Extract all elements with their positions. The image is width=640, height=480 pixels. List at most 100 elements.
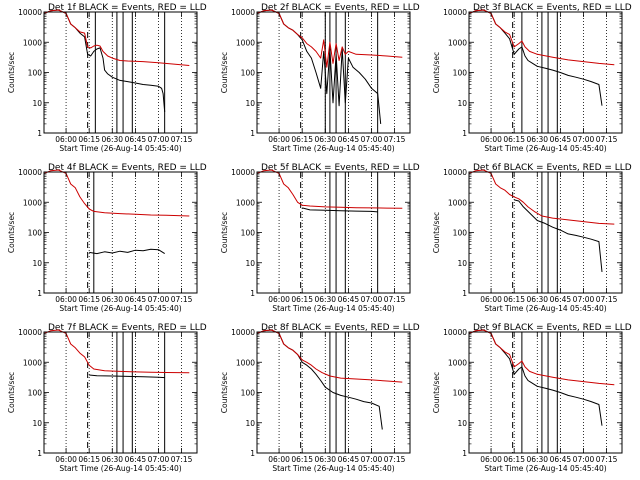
x-tick-label: 06:30 bbox=[101, 135, 123, 144]
x-tick-label: 06:00 bbox=[268, 295, 290, 304]
plot-frame bbox=[256, 171, 411, 294]
y-tick-label: 10000 bbox=[18, 168, 42, 177]
series-line-events bbox=[469, 329, 603, 426]
x-tick-label: 06:45 bbox=[125, 455, 147, 464]
plot-frame bbox=[468, 11, 623, 134]
y-tick-label: 10 bbox=[457, 99, 467, 108]
y-tick-label: 10000 bbox=[443, 168, 467, 177]
x-tick-label: 07:15 bbox=[171, 135, 193, 144]
panel-title: Det 6f BLACK = Events, RED = LLD bbox=[473, 163, 632, 173]
chart-panel-3: Det 3f BLACK = Events, RED = LLD 1 10 100 10… bbox=[432, 3, 632, 153]
y-axis-label: Counts/sec bbox=[7, 212, 16, 253]
y-tick-label: 1 bbox=[462, 289, 467, 298]
y-tick-label: 1 bbox=[462, 449, 467, 458]
series-line-events bbox=[302, 207, 378, 213]
x-tick-label: 06:15 bbox=[291, 455, 313, 464]
y-tick-label: 10 bbox=[457, 419, 467, 428]
x-tick-label: 07:00 bbox=[361, 455, 383, 464]
x-tick-label: 06:45 bbox=[338, 295, 360, 304]
x-tick-label: 06:00 bbox=[480, 135, 502, 144]
x-tick-label: 06:30 bbox=[526, 135, 548, 144]
x-tick-label: 06:00 bbox=[55, 135, 77, 144]
plot-frame bbox=[43, 11, 198, 134]
y-axis-label: Counts/sec bbox=[432, 212, 441, 253]
x-axis-label: Start Time (26-Aug-14 05:45:40) bbox=[59, 144, 181, 153]
y-tick-label: 100 bbox=[241, 69, 256, 78]
x-tick-label: 06:30 bbox=[101, 455, 123, 464]
y-tick-label: 10 bbox=[32, 99, 42, 108]
panel-title: Det 2f BLACK = Events, RED = LLD bbox=[261, 3, 420, 13]
x-tick-label: 06:45 bbox=[550, 455, 572, 464]
series-line-events bbox=[89, 248, 165, 255]
x-tick-label: 06:00 bbox=[268, 455, 290, 464]
x-tick-label: 07:00 bbox=[573, 135, 595, 144]
x-tick-label: 06:15 bbox=[503, 135, 525, 144]
x-tick-label: 06:30 bbox=[314, 295, 336, 304]
panel-title: Det 7f BLACK = Events, RED = LLD bbox=[48, 323, 207, 333]
x-tick-label: 06:00 bbox=[480, 455, 502, 464]
x-tick-label: 06:30 bbox=[101, 295, 123, 304]
panel-title: Det 3f BLACK = Events, RED = LLD bbox=[473, 3, 632, 13]
x-tick-label: 06:15 bbox=[503, 455, 525, 464]
chart-panel-5: Det 5f BLACK = Events, RED = LLD 1 10 100 10… bbox=[220, 163, 420, 313]
x-tick-label: 07:00 bbox=[148, 135, 170, 144]
y-tick-label: 100 bbox=[28, 389, 43, 398]
y-tick-label: 10000 bbox=[231, 328, 255, 337]
x-tick-label: 06:00 bbox=[55, 295, 77, 304]
y-tick-label: 1000 bbox=[448, 198, 467, 207]
x-tick-label: 06:45 bbox=[550, 135, 572, 144]
chart-panel-4: Det 4f BLACK = Events, RED = LLD 1 10 100 10… bbox=[7, 163, 207, 313]
x-tick-label: 07:00 bbox=[573, 295, 595, 304]
x-tick-label: 06:45 bbox=[338, 135, 360, 144]
chart-panel-2: Det 2f BLACK = Events, RED = LLD 1 10 100 10… bbox=[220, 3, 420, 153]
x-axis-label: Start Time (26-Aug-14 05:45:40) bbox=[59, 464, 181, 473]
y-tick-label: 1000 bbox=[23, 38, 42, 47]
panel-title: Det 1f BLACK = Events, RED = LLD bbox=[48, 3, 207, 13]
plot-frame bbox=[43, 331, 198, 454]
chart-panel-8: Det 8f BLACK = Events, RED = LLD 1 10 100 10… bbox=[220, 323, 420, 473]
series-line-events bbox=[514, 199, 603, 272]
panel-title: Det 8f BLACK = Events, RED = LLD bbox=[261, 323, 420, 333]
y-tick-label: 1 bbox=[37, 129, 42, 138]
x-tick-label: 06:15 bbox=[291, 135, 313, 144]
chart-panel-9: Det 9f BLACK = Events, RED = LLD 1 10 100 10… bbox=[432, 323, 632, 473]
x-tick-label: 06:15 bbox=[78, 135, 100, 144]
x-tick-label: 07:15 bbox=[384, 295, 406, 304]
y-tick-label: 100 bbox=[28, 229, 43, 238]
y-axis-label: Counts/sec bbox=[220, 52, 229, 93]
x-tick-label: 06:45 bbox=[550, 295, 572, 304]
series-line-events bbox=[257, 9, 382, 124]
x-tick-label: 06:45 bbox=[125, 135, 147, 144]
x-tick-label: 07:00 bbox=[148, 455, 170, 464]
panel-title: Det 4f BLACK = Events, RED = LLD bbox=[48, 163, 207, 173]
x-axis-label: Start Time (26-Aug-14 05:45:40) bbox=[484, 464, 606, 473]
x-tick-label: 06:15 bbox=[78, 455, 100, 464]
y-tick-label: 1000 bbox=[236, 358, 255, 367]
x-tick-label: 07:15 bbox=[384, 135, 406, 144]
plot-frame bbox=[43, 171, 198, 294]
x-tick-label: 06:30 bbox=[314, 455, 336, 464]
plot-frame bbox=[256, 11, 411, 134]
x-axis-label: Start Time (26-Aug-14 05:45:40) bbox=[484, 304, 606, 313]
x-tick-label: 06:00 bbox=[55, 455, 77, 464]
chart-panel-1: Det 1f BLACK = Events, RED = LLD 1 10 100 10… bbox=[7, 3, 207, 153]
y-tick-label: 100 bbox=[241, 229, 256, 238]
y-tick-label: 10000 bbox=[231, 8, 255, 17]
y-tick-label: 1 bbox=[250, 129, 255, 138]
y-axis-label: Counts/sec bbox=[432, 52, 441, 93]
y-tick-label: 1000 bbox=[448, 38, 467, 47]
panel-title: Det 9f BLACK = Events, RED = LLD bbox=[473, 323, 632, 333]
plot-frame bbox=[468, 171, 623, 294]
y-tick-label: 1000 bbox=[23, 198, 42, 207]
y-axis-label: Counts/sec bbox=[432, 372, 441, 413]
y-axis-label: Counts/sec bbox=[7, 372, 16, 413]
y-tick-label: 10 bbox=[245, 259, 255, 268]
x-tick-label: 07:00 bbox=[361, 135, 383, 144]
y-tick-label: 1000 bbox=[236, 198, 255, 207]
x-tick-label: 07:00 bbox=[573, 455, 595, 464]
x-tick-label: 06:00 bbox=[480, 295, 502, 304]
chart-panel-7: Det 7f BLACK = Events, RED = LLD 1 10 100 10… bbox=[7, 323, 207, 473]
y-axis-label: Counts/sec bbox=[220, 372, 229, 413]
y-tick-label: 1000 bbox=[23, 358, 42, 367]
x-axis-label: Start Time (26-Aug-14 05:45:40) bbox=[59, 304, 181, 313]
